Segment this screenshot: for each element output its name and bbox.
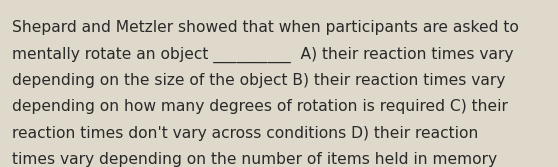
Text: depending on how many degrees of rotation is required C) their: depending on how many degrees of rotatio… <box>12 99 508 114</box>
Text: Shepard and Metzler showed that when participants are asked to: Shepard and Metzler showed that when par… <box>12 20 519 35</box>
Text: mentally rotate an object __________  A) their reaction times vary: mentally rotate an object __________ A) … <box>12 46 514 63</box>
Text: times vary depending on the number of items held in memory: times vary depending on the number of it… <box>12 152 497 167</box>
Text: depending on the size of the object B) their reaction times vary: depending on the size of the object B) t… <box>12 73 506 88</box>
Text: reaction times don't vary across conditions D) their reaction: reaction times don't vary across conditi… <box>12 126 479 141</box>
